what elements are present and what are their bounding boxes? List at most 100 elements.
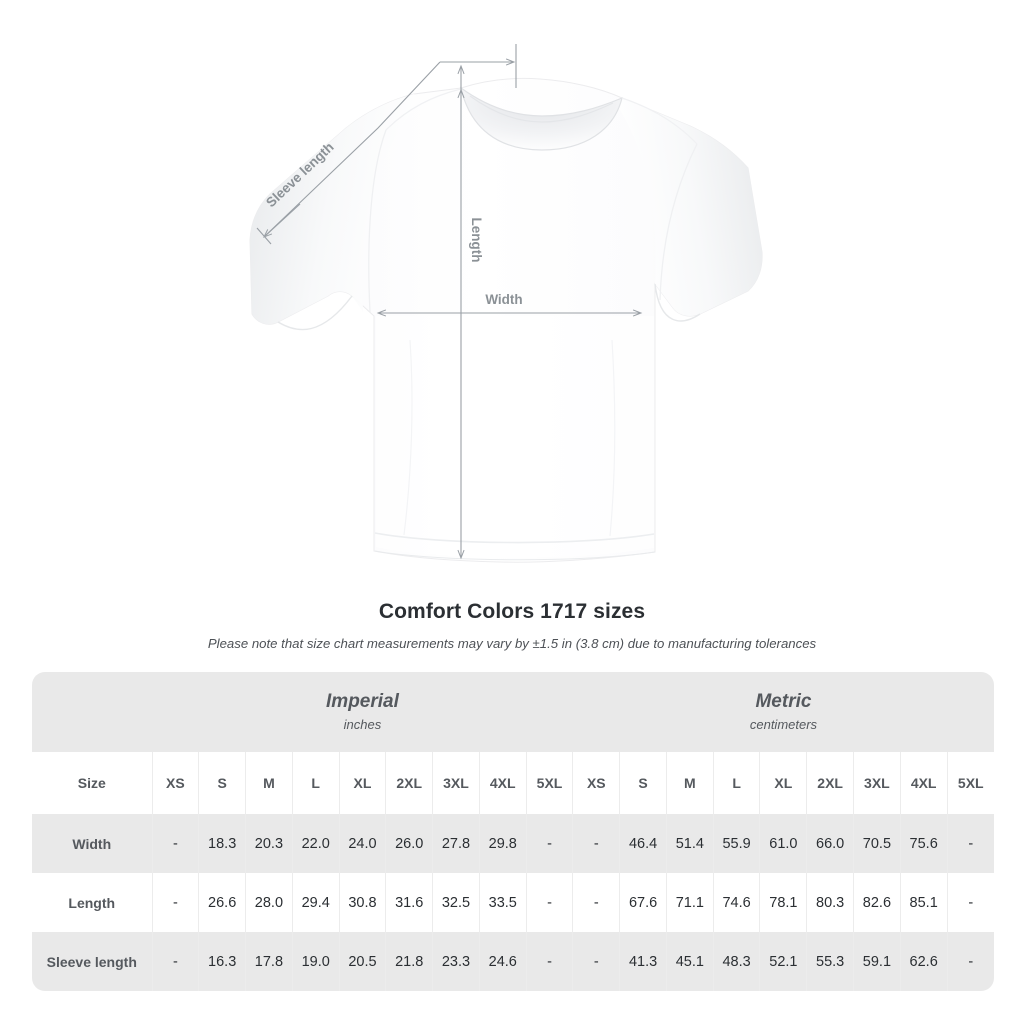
sleeve-diagonal-arrowhead — [264, 203, 301, 237]
measurement-cell: 24.0 — [338, 814, 386, 873]
measurement-row-label: Length — [32, 873, 152, 932]
measurement-cell: 45.1 — [665, 932, 714, 991]
measurement-cell-empty: - — [525, 932, 573, 991]
size-header-row: Size XS S M L XL 2XL 3XL 4XL 5XL XS S M L XL 2XL 3XL 4XL 5… — [32, 752, 994, 814]
unit-header-row: Imperial inches Metric centimeters — [32, 672, 994, 752]
measurement-cell-empty: - — [151, 814, 199, 873]
width-annotation: Width — [378, 292, 641, 313]
size-chart-table-container: Imperial inches Metric centimeters Size XS S M L… — [32, 672, 994, 991]
table-row: Length -26.6 28.0 29.4 30.8 31.6 32.5 33.5- -67.… — [32, 873, 994, 932]
size-header-cell: M — [665, 752, 714, 814]
measurement-cell: 28.0 — [245, 873, 293, 932]
measurement-cell: 51.4 — [665, 814, 714, 873]
measurement-cell: 17.8 — [245, 932, 293, 991]
measurement-cell: 55.3 — [806, 932, 854, 991]
measurement-cell: 18.3 — [198, 814, 246, 873]
measurement-cell: 23.3 — [432, 932, 480, 991]
measurement-cell: 74.6 — [712, 873, 760, 932]
unit-group-metric: Metric centimeters — [572, 672, 994, 752]
measurement-cell: 62.6 — [899, 932, 948, 991]
measurement-cell: 80.3 — [806, 873, 854, 932]
table-row: Sleeve length -16.3 17.8 19.0 20.5 21.8 23.3 24… — [32, 932, 994, 991]
tshirt-right-shoulder-seam — [621, 97, 698, 145]
sleeve-bottom-tick — [256, 227, 272, 245]
unit-group-subtitle: inches — [343, 717, 382, 732]
tshirt-collar-inner — [469, 95, 614, 123]
size-header-cell: XS — [572, 752, 620, 814]
measurement-cell: 46.4 — [619, 814, 667, 873]
size-header-cell: 4XL — [478, 752, 527, 814]
measurement-cell-empty: - — [572, 932, 620, 991]
measurement-cell: 26.6 — [198, 873, 246, 932]
measurement-cell-empty: - — [572, 814, 620, 873]
tolerance-note: Please note that size chart measurements… — [207, 636, 817, 651]
size-header-cell: 3XL — [853, 752, 901, 814]
measurement-cell: 27.8 — [432, 814, 480, 873]
measurement-cell: 67.6 — [619, 873, 667, 932]
tshirt-right-sleeve-hem — [654, 283, 701, 322]
size-header-cell: L — [291, 752, 340, 814]
measurement-cell-empty: - — [946, 814, 994, 873]
measurement-cell: 55.9 — [712, 814, 760, 873]
unit-group-name: Imperial — [326, 691, 399, 712]
size-header-cell: S — [198, 752, 246, 814]
tshirt-illustration: Sleeve length Length Width — [249, 44, 763, 563]
measurement-cell-empty: - — [151, 932, 199, 991]
measurement-cell: 24.6 — [478, 932, 527, 991]
measurement-cell-empty: - — [525, 814, 573, 873]
measurement-cell: 66.0 — [806, 814, 854, 873]
size-header-cell: 2XL — [385, 752, 433, 814]
size-header-cell: XS — [151, 752, 199, 814]
measurement-cell: 16.3 — [198, 932, 246, 991]
measurement-cell: 19.0 — [291, 932, 340, 991]
sleeve-diagonal-line — [264, 61, 441, 237]
measurement-cell: 71.1 — [665, 873, 714, 932]
tshirt-hem — [374, 532, 655, 544]
measurement-cell: 61.0 — [759, 814, 807, 873]
measurement-cell: 20.3 — [245, 814, 293, 873]
size-chart-table: Imperial inches Metric centimeters Size XS S M L… — [32, 672, 994, 991]
measurement-cell: 82.6 — [853, 873, 901, 932]
chart-header: Comfort Colors 1717 sizes Please note th… — [0, 598, 1024, 653]
size-header-cell: 5XL — [525, 752, 573, 814]
measurement-cell-empty: - — [946, 873, 994, 932]
tshirt-fold-right — [609, 339, 616, 537]
unit-group-name: Metric — [755, 691, 812, 712]
measurement-cell: 33.5 — [478, 873, 527, 932]
size-header-cell: XL — [338, 752, 386, 814]
measurement-row-label: Sleeve length — [32, 932, 152, 991]
measurement-cell: 20.5 — [338, 932, 386, 991]
measurement-row-label: Width — [32, 814, 152, 873]
tshirt-left-shoulder-seam — [385, 88, 462, 131]
tshirt-left-armhole — [368, 129, 387, 313]
measurement-cell: 78.1 — [759, 873, 807, 932]
measurement-cell: 21.8 — [385, 932, 433, 991]
measurement-cell: 41.3 — [619, 932, 667, 991]
length-label: Length — [469, 218, 484, 263]
unit-header-spacer — [32, 672, 152, 752]
size-header-cell: 5XL — [946, 752, 994, 814]
tshirt-fold-left — [403, 339, 413, 536]
tshirt-graphic — [249, 77, 763, 563]
measurement-cell: 29.8 — [478, 814, 527, 873]
measurement-cell: 32.5 — [432, 873, 480, 932]
tshirt-right-sleeve — [614, 98, 763, 316]
measurement-cell: 29.4 — [291, 873, 340, 932]
size-header-cell: 3XL — [432, 752, 480, 814]
measurement-cell-empty: - — [525, 873, 573, 932]
tshirt-left-sleeve-hem — [277, 295, 353, 331]
size-header-cell: 2XL — [806, 752, 854, 814]
measurement-cell: 59.1 — [853, 932, 901, 991]
measurement-cell: 22.0 — [291, 814, 340, 873]
measurement-cell: 85.1 — [899, 873, 948, 932]
size-column-header: Size — [32, 752, 152, 814]
tshirt-hem-edge — [374, 550, 656, 561]
measurement-cell: 31.6 — [385, 873, 433, 932]
measurement-cell-empty: - — [946, 932, 994, 991]
size-header-cell: M — [245, 752, 293, 814]
page-title: Comfort Colors 1717 sizes — [378, 600, 646, 623]
tshirt-body-highlight — [376, 316, 654, 559]
unit-group-subtitle: centimeters — [749, 717, 818, 732]
size-header-cell: S — [619, 752, 667, 814]
measurement-cell: 70.5 — [853, 814, 901, 873]
